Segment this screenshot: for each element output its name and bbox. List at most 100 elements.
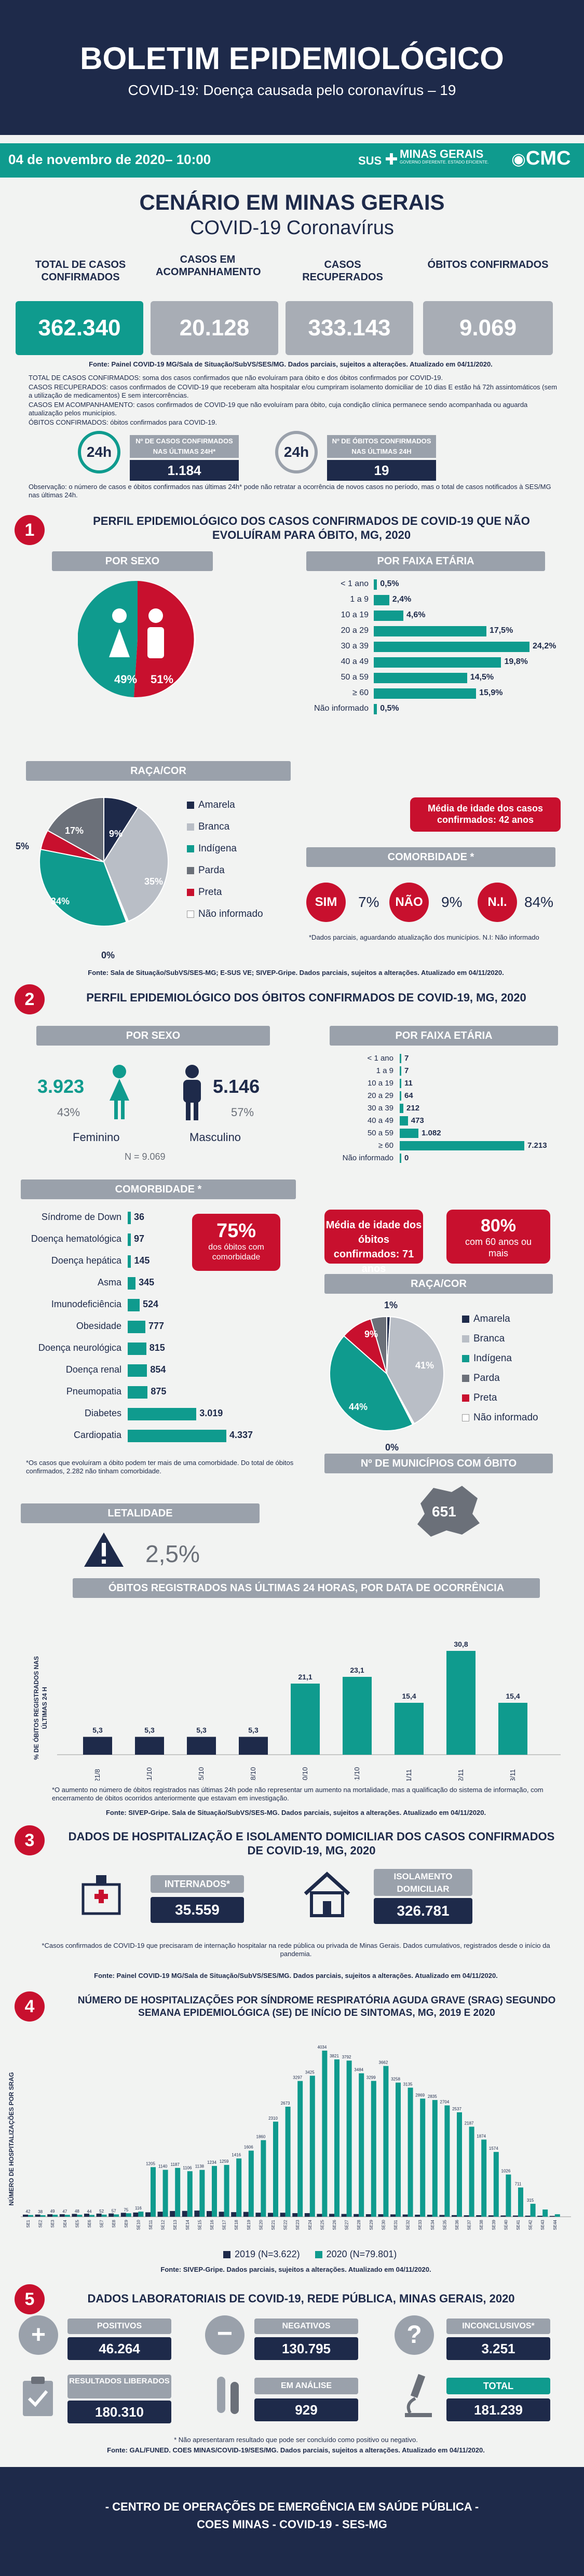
age2-value: 7 xyxy=(404,1066,409,1075)
srag-category: SE44 xyxy=(553,2219,558,2230)
obitos24-bar xyxy=(83,1737,112,1755)
raca-label-branca: 35% xyxy=(144,876,164,887)
srag-bar-2020 xyxy=(334,2059,339,2217)
srag-bar-2019 xyxy=(464,2215,469,2217)
srag-bar-2020 xyxy=(371,2081,376,2217)
srag-bar-2019 xyxy=(23,2214,28,2217)
age-value: 0,5% xyxy=(380,579,399,588)
raca2-legend-label: Preta xyxy=(473,1392,497,1403)
srag-bar-2019 xyxy=(329,2214,334,2217)
raca-legend-swatch xyxy=(187,823,194,831)
srag-bar-2019 xyxy=(231,2212,237,2217)
age-bar xyxy=(374,673,467,683)
age2-label: 50 a 59 xyxy=(367,1129,393,1137)
section3-source: Fonte: Painel COVID-19 MG/Sala de Situaç… xyxy=(94,1972,498,1980)
raca2-legend-label: Não informado xyxy=(473,1412,538,1423)
obitos24-bar xyxy=(187,1737,216,1755)
sex-pie xyxy=(78,580,196,698)
fem-label: Feminino xyxy=(73,1131,120,1144)
srag-category: SE5 xyxy=(75,2219,79,2228)
srag-category: SE6 xyxy=(87,2219,92,2228)
srag-category: SE19 xyxy=(247,2219,251,2230)
comorb2-bar xyxy=(128,1430,226,1442)
srag-category: SE40 xyxy=(504,2219,508,2230)
total: 181.239 xyxy=(446,2398,550,2421)
plus-icon: + xyxy=(19,2315,58,2355)
comorb2-value: 524 xyxy=(142,1299,158,1309)
raca2-legend-swatch xyxy=(462,1315,469,1323)
obitos24-bar xyxy=(343,1677,372,1755)
srag-value: 2673 xyxy=(281,2101,290,2106)
srag-bar-2020 xyxy=(506,2174,511,2217)
srag-bar-2020 xyxy=(52,2215,58,2217)
srag-bar-2019 xyxy=(108,2213,114,2217)
raca-legend-item: Parda xyxy=(187,865,225,876)
srag-category: SE43 xyxy=(540,2219,545,2230)
age2-value: 64 xyxy=(404,1091,413,1100)
srag-value: 2537 xyxy=(452,2107,461,2111)
age2-label: 30 a 39 xyxy=(367,1104,393,1113)
srag-bar-2019 xyxy=(35,2214,40,2217)
pie2-slice-parda xyxy=(329,1335,414,1431)
obitos24-value: 5,3 xyxy=(196,1726,207,1734)
footer-line-2: COES MINAS - COVID-19 - SES-MG xyxy=(197,2518,387,2531)
letalidade-header: LETALIDADE xyxy=(21,1503,260,1523)
obitos24-category: 15/10 xyxy=(197,1767,205,1781)
raca-label-amarela: 5% xyxy=(16,841,30,851)
raca2-legend-item: Indígena xyxy=(462,1353,512,1364)
scenario-source: Fonte: Painel COVID-19 MG/Sala de Situaç… xyxy=(89,360,493,368)
age2-label: 20 a 29 xyxy=(367,1091,393,1100)
obitos24-chart: % DE ÓBITOS REGISTRADOS NAS ÚLTIMAS 24 H… xyxy=(32,1640,561,1781)
srag-bar-2020 xyxy=(481,2139,487,2217)
obitos24-note: *O aumento no número de óbitos registrad… xyxy=(52,1786,544,1802)
age-label: < 1 ano xyxy=(341,579,369,588)
last24-deaths-label: Nº DE ÓBITOS CONFIRMADOS NAS ÚLTIMAS 24H xyxy=(327,435,436,458)
age2-bar xyxy=(400,1116,408,1126)
age-label: 50 a 59 xyxy=(341,673,369,682)
raca2-header: RAÇA/COR xyxy=(324,1274,553,1294)
mais60-box: 80% com 60 anos ou mais xyxy=(446,1210,550,1264)
srag-bar-2020 xyxy=(138,2212,144,2217)
age-bar xyxy=(374,688,477,699)
srag-bar-2019 xyxy=(390,2214,396,2217)
raca2-legend-swatch xyxy=(462,1414,469,1421)
srag-bar-2020 xyxy=(28,2215,33,2217)
obitos24-value: 21,1 xyxy=(298,1673,312,1681)
comorb2-value: 345 xyxy=(139,1277,155,1287)
srag-bar-2020 xyxy=(383,2066,389,2217)
srag-bar-2020 xyxy=(469,2126,474,2217)
raca2-legend-label: Amarela xyxy=(473,1313,510,1324)
srag-bar-2019 xyxy=(157,2212,163,2217)
hospital-icon xyxy=(78,1874,125,1918)
fem-deaths-pct: 43% xyxy=(57,1106,80,1119)
masc-deaths-pct: 57% xyxy=(231,1106,254,1119)
raca2-legend-item: Parda xyxy=(462,1373,500,1384)
srag-bar-2019 xyxy=(120,2213,126,2217)
srag-bar-2019 xyxy=(194,2211,200,2217)
obitos24-ylabel: % DE ÓBITOS REGISTRADOS NAS xyxy=(32,1656,40,1760)
total-label: TOTAL xyxy=(446,2378,550,2394)
card-recuperados: 333.143 xyxy=(286,301,413,355)
srag-value: 2187 xyxy=(465,2121,474,2126)
scenario-note-1: TOTAL DE CASOS CONFIRMADOS: soma dos cas… xyxy=(29,374,443,382)
srag-bar-2019 xyxy=(317,2214,322,2217)
srag-category: SE3 xyxy=(50,2219,55,2228)
srag-value: 2310 xyxy=(268,2116,278,2121)
srag-category: SE13 xyxy=(173,2219,178,2230)
section3-note: *Casos confirmados de COVID-19 que preci… xyxy=(42,1942,550,1958)
srag-value: 1140 xyxy=(158,2164,168,2169)
comorb2-label: Pneumopatia xyxy=(66,1386,121,1397)
age2-value: 212 xyxy=(406,1104,420,1113)
srag-bar-2019 xyxy=(280,2213,286,2217)
section-number: 2 xyxy=(15,984,45,1014)
age2-value: 0 xyxy=(404,1154,409,1162)
comorb2-value: 815 xyxy=(149,1343,165,1353)
raca2-legend-label: Branca xyxy=(473,1333,505,1344)
srag-category: SE42 xyxy=(528,2219,533,2230)
srag-value: 3484 xyxy=(354,2068,363,2072)
srag-bar-2020 xyxy=(273,2121,278,2217)
comorb-nao-pct: 9% xyxy=(441,894,463,910)
obitos24-bar xyxy=(446,1651,476,1755)
obitos24-ylabel: ÚLTIMAS 24 H xyxy=(40,1687,48,1729)
srag-value: 1874 xyxy=(477,2134,486,2138)
